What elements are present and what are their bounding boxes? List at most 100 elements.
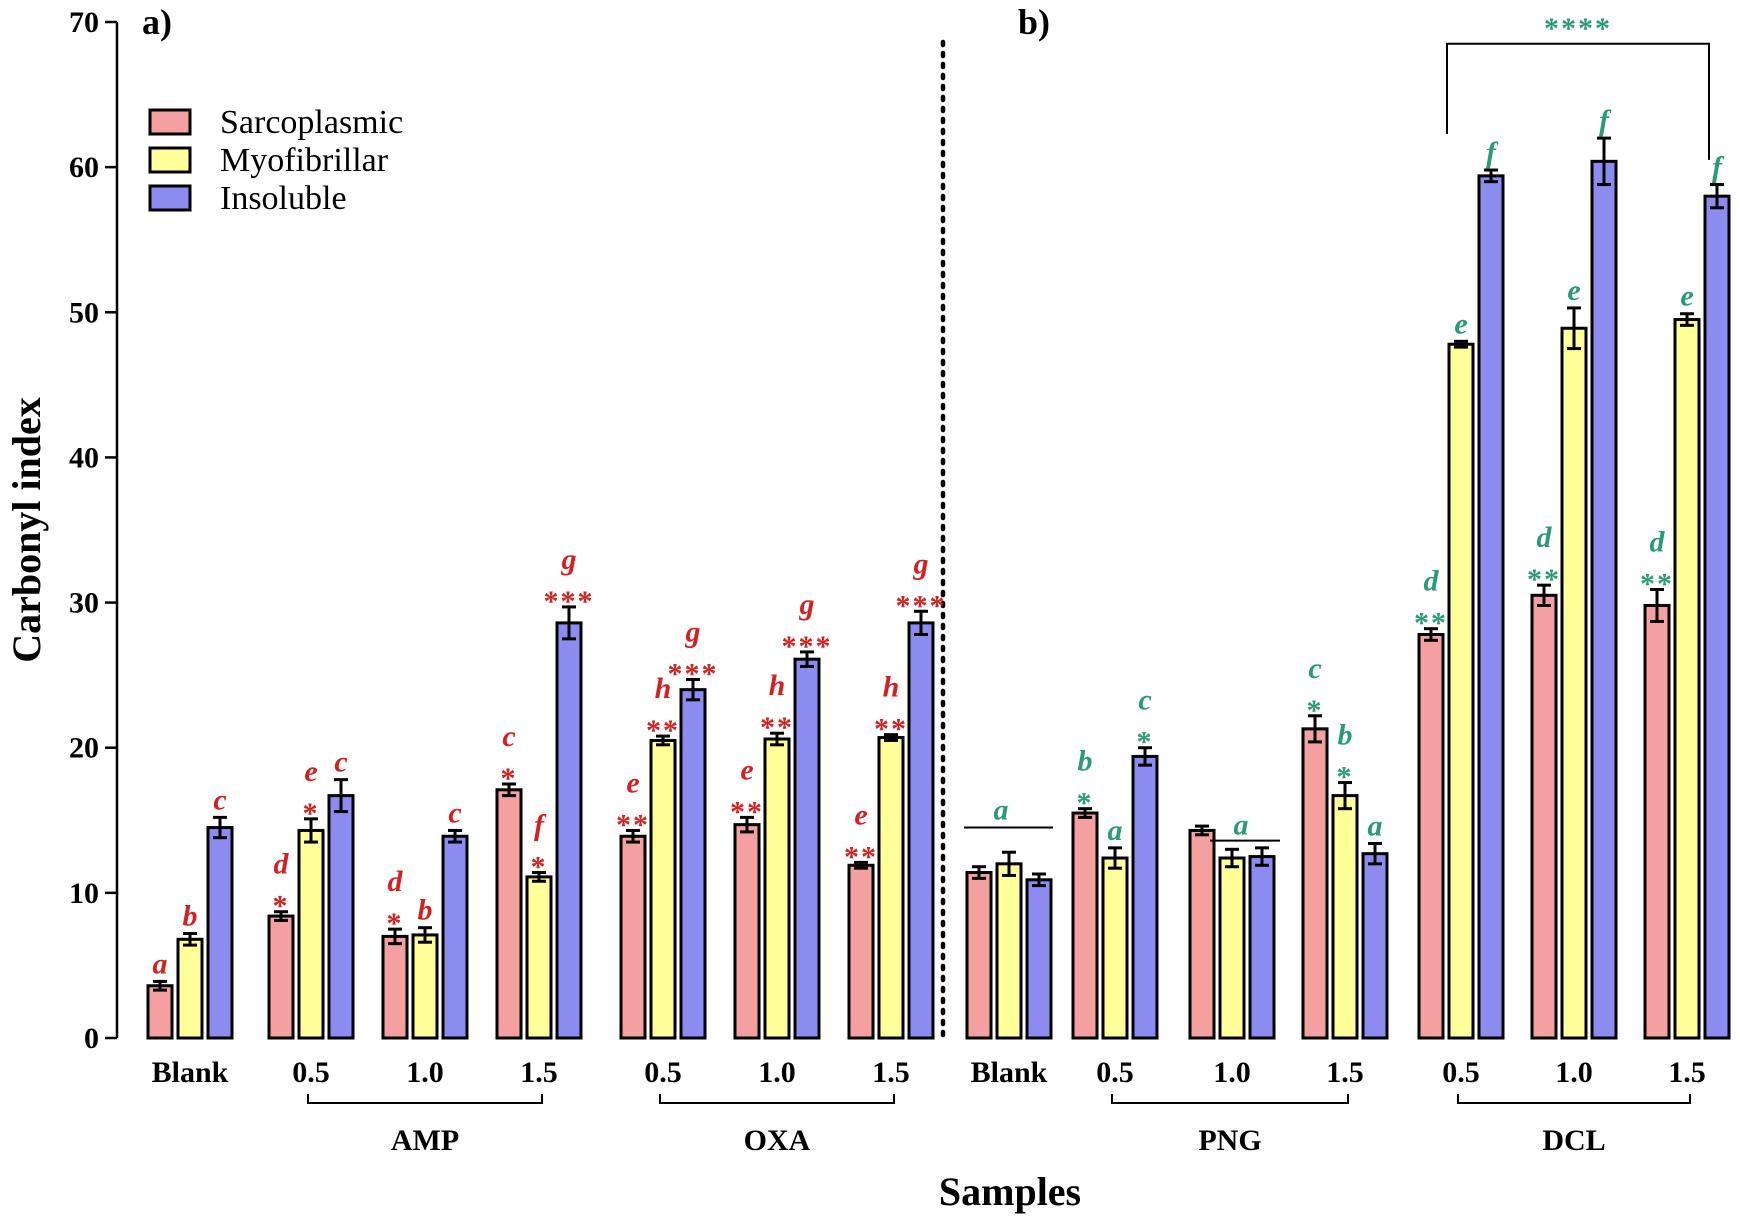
bar-sarcoplasmic (1530, 593, 1558, 1040)
significance-stars: * (1307, 694, 1324, 727)
bar-myofibrillar (995, 862, 1023, 1040)
group-letter: g (685, 615, 701, 648)
group-letter: g (561, 543, 577, 576)
x-category-label: 1.0 (1213, 1056, 1251, 1089)
bar-sarcoplasmic (146, 984, 174, 1040)
bar-sarcoplasmic (1643, 603, 1671, 1040)
bar-sarcoplasmic (1301, 727, 1329, 1040)
group-letter: f (1486, 136, 1499, 169)
bar-insoluble (1703, 194, 1731, 1040)
group-letter: b (418, 894, 433, 927)
significance-stars: ** (874, 713, 908, 746)
group-letter: b (1078, 745, 1093, 778)
bar-sarcoplasmic (965, 871, 993, 1040)
significance-stars: ** (760, 711, 794, 744)
bar-sarcoplasmic (847, 863, 875, 1040)
bar-myofibrillar (1218, 856, 1246, 1040)
significance-stars: * (387, 907, 404, 940)
bar-myofibrillar (1673, 318, 1701, 1040)
group-letter: g (913, 547, 929, 580)
legend-swatch-sarcoplasmic (148, 108, 192, 136)
significance-stars: * (501, 762, 518, 795)
group-letter: f (1599, 104, 1612, 137)
significance-stars: * (1077, 787, 1094, 820)
x-category-label: 0.5 (1096, 1056, 1134, 1089)
bar-myofibrillar (763, 737, 791, 1040)
y-tick-label: 0 (84, 1022, 99, 1055)
legend-label-myofibrillar: Myofibrillar (220, 142, 389, 179)
bar-insoluble (1590, 159, 1618, 1040)
group-letter: d (388, 865, 404, 898)
group-bracket (307, 1094, 543, 1104)
y-tick-label: 20 (69, 732, 99, 765)
bar-myofibrillar (1101, 856, 1129, 1040)
bar-insoluble (1248, 855, 1276, 1040)
significance-stars: ** (1527, 563, 1561, 596)
significance-stars: * (273, 890, 290, 923)
bar-sarcoplasmic (733, 823, 761, 1040)
significance-stars: ** (646, 714, 680, 747)
group-letter: a (1368, 810, 1383, 843)
legend-label-sarcoplasmic: Sarcoplasmic (220, 104, 403, 141)
x-category-label: 0.5 (292, 1056, 330, 1089)
significance-bracket (1446, 42, 1710, 160)
y-axis-title: Carbonyl index (4, 397, 49, 663)
bar-insoluble (206, 826, 234, 1040)
group-letter: e (1454, 307, 1467, 340)
significance-stars: *** (782, 630, 833, 663)
x-category-label: 1.0 (1555, 1056, 1593, 1089)
panel-label-b: b) (1018, 2, 1050, 42)
y-tick-label: 50 (69, 296, 99, 329)
bar-insoluble (441, 834, 469, 1040)
x-category-label: 1.5 (1326, 1056, 1364, 1089)
significance-stars: * (1337, 761, 1354, 794)
group-letter: a (1108, 814, 1123, 847)
x-category-label: 0.5 (1442, 1056, 1480, 1089)
bar-insoluble (327, 794, 355, 1040)
bracket-stars: **** (1544, 12, 1612, 45)
significance-stars: ** (844, 840, 878, 873)
x-axis-labels: Blank 0.5 1.0 1.5 0.5 1.0 1.5 Blank 0.5 1.0 1.5 0.5… (152, 1056, 1706, 1157)
group-letter: h (655, 672, 672, 705)
group-letter: h (883, 671, 900, 704)
group-letter: g (799, 588, 815, 621)
bar-myofibrillar (1331, 794, 1359, 1040)
chart-annotations: abc*d*e c*dbc*c*f***g**e**h***g**e**h***g… (153, 12, 1726, 981)
bar-myofibrillar (176, 937, 204, 1040)
legend-label-insoluble: Insoluble (220, 180, 347, 217)
bar-myofibrillar (297, 828, 325, 1040)
significance-stars: *** (668, 657, 719, 690)
group-letter: h (769, 669, 786, 702)
legend-swatch-myofibrillar (148, 146, 192, 174)
bar-sarcoplasmic (495, 788, 523, 1040)
bar-sarcoplasmic (1417, 633, 1445, 1040)
y-tick-label: 40 (69, 441, 99, 474)
panel-label-a: a) (142, 2, 172, 42)
legend-swatch-insoluble (148, 184, 192, 212)
x-category-label: 1.5 (872, 1056, 910, 1089)
group-letter: d (1537, 521, 1553, 554)
group-bracket (1457, 1094, 1691, 1104)
group-letter: e (740, 753, 753, 786)
group-letter: f (534, 809, 547, 842)
group-bracket (659, 1094, 895, 1104)
bar-sarcoplasmic (619, 834, 647, 1040)
group-letter: c (334, 746, 347, 779)
group-letter: b (1338, 719, 1353, 752)
group-label-oxa: OXA (744, 1124, 811, 1157)
group-letter: c (1308, 652, 1321, 685)
x-category-label: Blank (152, 1056, 229, 1089)
bar-sarcoplasmic (267, 914, 295, 1040)
group-letter: c (1138, 684, 1151, 717)
significance-stars: * (1137, 726, 1154, 759)
bar-myofibrillar (649, 738, 677, 1040)
x-category-label: 1.0 (406, 1056, 444, 1089)
group-letter: d (1650, 526, 1666, 559)
group-letter: e (1680, 280, 1693, 313)
y-tick-label: 70 (69, 6, 99, 39)
bar-insoluble (1131, 754, 1159, 1040)
group-letter: f (1712, 151, 1725, 184)
significance-stars: * (303, 797, 320, 830)
x-category-label: 1.0 (758, 1056, 796, 1089)
